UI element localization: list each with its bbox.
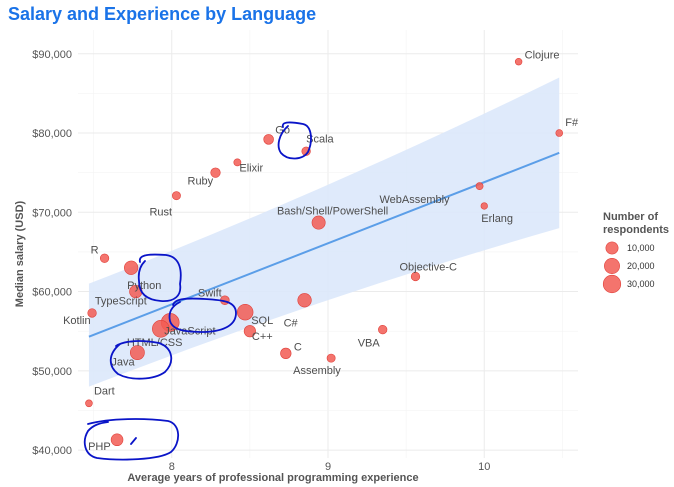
- data-points: [85, 58, 564, 447]
- y-tick-label: $40,000: [32, 445, 72, 457]
- label-f: F#: [565, 117, 579, 129]
- x-tick-label: 8: [169, 461, 175, 473]
- label-rust: Rust: [149, 207, 172, 219]
- x-axis-ticks: 8 9 10: [169, 461, 491, 473]
- label-python: Python: [127, 280, 161, 292]
- y-tick-label: $50,000: [32, 366, 72, 378]
- x-tick-label: 9: [325, 461, 331, 473]
- label-clojure: Clojure: [525, 50, 560, 62]
- label-sql: SQL: [251, 315, 273, 327]
- label-c: C#: [284, 317, 299, 329]
- y-axis-ticks: $40,000 $50,000 $60,000 $70,000 $80,000 $90,0…: [32, 49, 72, 457]
- label-assembly: Assembly: [293, 365, 341, 377]
- y-tick-label: $70,000: [32, 207, 72, 219]
- confidence-band: [88, 77, 560, 387]
- label-objective-c: Objective-C: [400, 261, 458, 273]
- label-dart: Dart: [94, 385, 115, 397]
- data-point-labels: ClojureF#GoScalaElixirRubyRustWebAssembl…: [63, 50, 579, 453]
- label-webassembly: WebAssembly: [379, 194, 450, 206]
- point-erlang: [480, 202, 488, 210]
- point-kotlin: [87, 308, 97, 318]
- point-go: [263, 134, 274, 145]
- chart-title: Salary and Experience by Language: [8, 4, 316, 24]
- label-ruby: Ruby: [188, 176, 214, 188]
- legend-key-3: [602, 274, 622, 294]
- x-axis-title: Average years of professional programmin…: [127, 472, 418, 484]
- legend-label-3: 30,000: [627, 279, 655, 289]
- point-c: [243, 325, 256, 338]
- annotation-php: [83, 418, 180, 461]
- point-c: [280, 347, 292, 359]
- label-swift: Swift: [198, 287, 222, 299]
- point-ruby: [210, 167, 221, 178]
- point-python: [124, 260, 139, 275]
- y-tick-label: $80,000: [32, 128, 72, 140]
- point-vba: [378, 324, 388, 335]
- x-tick-label: 10: [478, 461, 490, 473]
- point-f: [555, 129, 564, 137]
- legend-key-1: [605, 241, 619, 255]
- label-bash-shell-powershell: Bash/Shell/PowerShell: [277, 206, 388, 218]
- legend-key-2: [604, 258, 620, 274]
- point-php: [110, 433, 124, 447]
- point-c: [297, 293, 312, 308]
- label-c: C: [294, 341, 302, 353]
- point-objective-c: [410, 271, 421, 282]
- point-bash-shell-powershell: [311, 215, 326, 230]
- legend-label-2: 20,000: [627, 261, 655, 271]
- point-dart: [85, 399, 93, 408]
- label-erlang: Erlang: [481, 213, 513, 225]
- annotation-php-pointer: [130, 437, 137, 445]
- point-assembly: [326, 353, 336, 363]
- point-elixir: [233, 158, 242, 167]
- label-typescript: TypeScript: [95, 296, 147, 308]
- annotation-javascript: [168, 297, 237, 333]
- point-html-css: [152, 320, 170, 338]
- label-php: PHP: [88, 441, 111, 453]
- label-vba: VBA: [358, 338, 381, 350]
- legend-title-line-1: Number of: [603, 211, 658, 223]
- point-sql: [236, 303, 254, 321]
- legend: Number of respondents 10,000 20,000 30,000: [602, 211, 669, 294]
- hand-drawn-annotations: [83, 121, 312, 461]
- label-kotlin: Kotlin: [63, 315, 91, 327]
- point-java: [129, 345, 145, 360]
- point-r: [99, 253, 110, 263]
- y-tick-label: $90,000: [32, 49, 72, 61]
- annotation-python: [137, 253, 182, 302]
- point-clojure: [514, 58, 523, 66]
- y-axis-title: Median salary (USD): [14, 200, 26, 307]
- label-scala: Scala: [306, 133, 334, 145]
- label-r: R: [91, 244, 99, 256]
- point-rust: [172, 191, 181, 201]
- point-webassembly: [475, 182, 484, 191]
- legend-title-line-2: respondents: [603, 224, 669, 236]
- label-c: C++: [252, 331, 273, 343]
- label-elixir: Elixir: [239, 162, 263, 174]
- annotation-go: [277, 121, 312, 160]
- label-java: Java: [111, 357, 135, 369]
- y-tick-label: $60,000: [32, 287, 72, 299]
- annotation-java: [109, 340, 173, 380]
- legend-label-1: 10,000: [627, 243, 655, 253]
